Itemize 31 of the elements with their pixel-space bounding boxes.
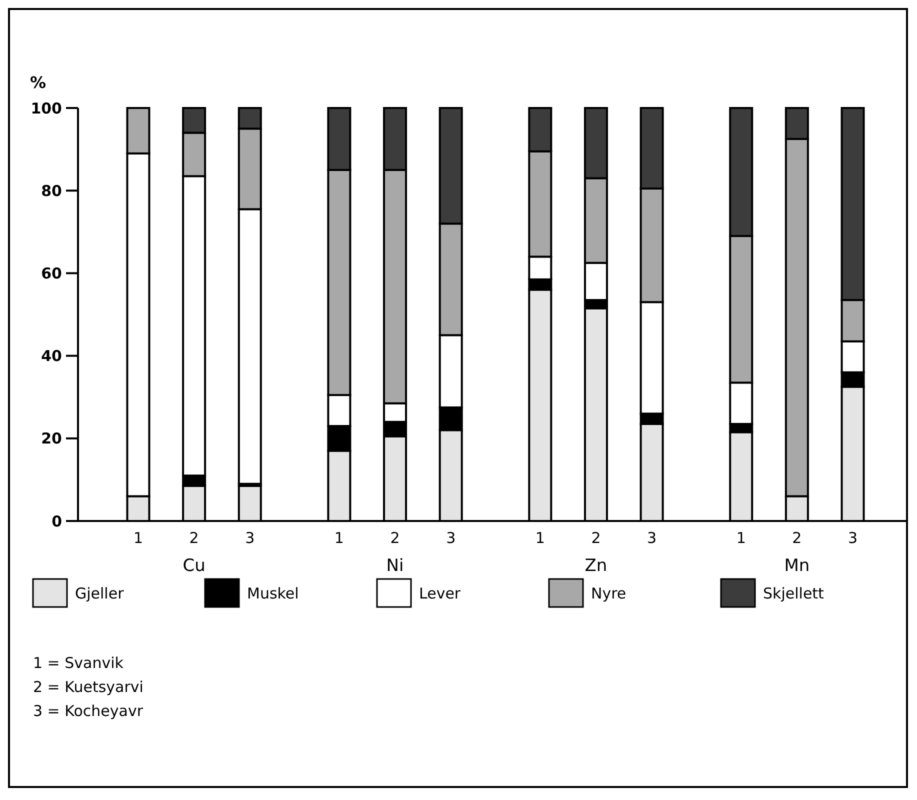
text: Zn (584, 556, 608, 576)
x-tick-label: 1 (535, 529, 545, 547)
y-tick-label: 60 (41, 264, 62, 282)
legend-label: Gjeller (75, 584, 125, 602)
legend-label: Skjellett (763, 584, 824, 602)
text: 2 = Kuetsyarvi (33, 678, 144, 696)
text: 1 = Svanvik (33, 654, 124, 672)
x-tick-label: 3 (446, 529, 456, 547)
x-tick-label: 3 (245, 529, 255, 547)
x-tick-label: 2 (189, 529, 199, 547)
x-tick-label: 1 (736, 529, 746, 547)
text: Cu (182, 556, 206, 576)
x-tick-label: 3 (848, 529, 858, 547)
legend-label: Nyre (591, 584, 626, 602)
x-tick-label: 2 (792, 529, 802, 547)
y-tick-label: 40 (41, 347, 62, 366)
text: Mn (784, 556, 810, 576)
x-tick-label: 2 (390, 529, 400, 547)
x-tick-label: 1 (133, 529, 144, 547)
x-tick-label: 3 (647, 529, 657, 547)
y-tick-label: 0 (52, 512, 62, 530)
y-axis-title: % (30, 73, 46, 92)
x-tick-label: 2 (591, 529, 601, 547)
y-tick-label: 80 (41, 182, 62, 200)
legend-label: Lever (419, 584, 462, 602)
x-tick-label: 1 (334, 529, 344, 547)
y-tick-label: 100 (30, 99, 62, 118)
text: Ni (386, 556, 404, 576)
y-tick-label: 20 (41, 430, 62, 448)
legend-label: Muskel (247, 584, 299, 602)
text: 3 = Kocheyavr (33, 702, 144, 720)
